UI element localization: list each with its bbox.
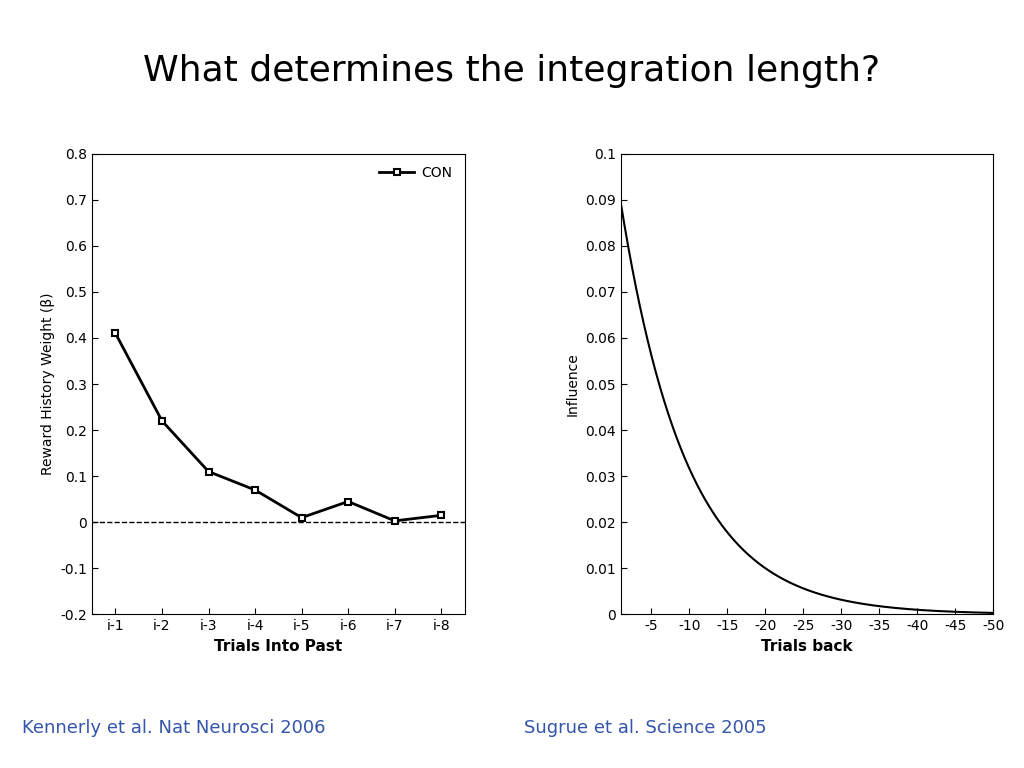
CON [203,467,215,476]
Text: What determines the integration length?: What determines the integration length? [143,54,881,88]
CON [342,497,354,506]
CON [156,416,168,425]
Legend: CON: CON [374,161,458,186]
CON [388,516,400,525]
CON [296,513,308,522]
Text: Kennerly et al. Nat Neurosci 2006: Kennerly et al. Nat Neurosci 2006 [23,720,326,737]
Line: CON: CON [112,329,444,525]
CON [110,329,122,338]
Y-axis label: Reward History Weight (β): Reward History Weight (β) [41,293,55,475]
X-axis label: Trials back: Trials back [761,639,853,654]
X-axis label: Trials Into Past: Trials Into Past [214,639,342,654]
CON [435,511,447,520]
CON [249,485,261,495]
Text: Sugrue et al. Science 2005: Sugrue et al. Science 2005 [524,720,766,737]
Y-axis label: Influence: Influence [565,352,580,416]
